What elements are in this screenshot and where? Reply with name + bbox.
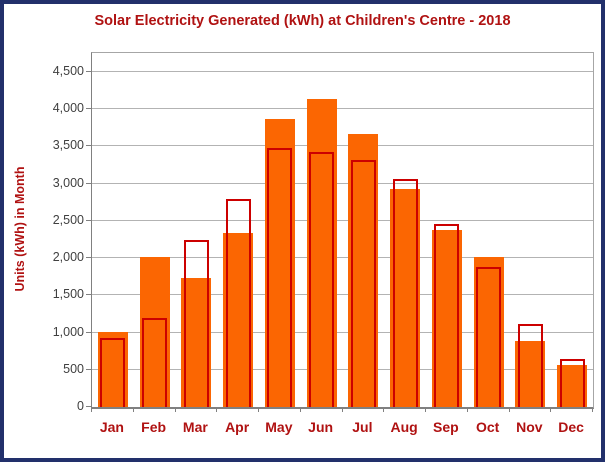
y-tick-label-3500: 3,500: [52, 138, 84, 153]
bar-solid-apr: [223, 233, 254, 407]
y-tick-label-4500: 4,500: [52, 63, 84, 78]
x-tick-mark-11: [550, 407, 552, 412]
x-tick-mark-0: [91, 407, 92, 412]
bar-outline-jul: [350, 160, 376, 407]
y-tick-mark-3500: [86, 145, 91, 147]
x-tick-mark-4: [258, 407, 259, 412]
y-tick-label-2000: 2,000: [52, 250, 84, 264]
bar-outline-jun: [309, 152, 335, 407]
y-tick-label-4000: 4,000: [52, 101, 84, 115]
y-tick-label-3000: 3,000: [52, 175, 84, 190]
x-tick-label-apr: Apr: [225, 419, 250, 435]
bar-outline-dec: [559, 359, 585, 407]
y-axis-title: Units (kWh) in Month: [13, 166, 27, 292]
bar-solid-jan: [97, 332, 128, 407]
x-tick-mark-6: [341, 407, 343, 412]
bar-outline-nov: [517, 324, 543, 407]
y-tick-mark-0: [86, 406, 91, 407]
bar-outline-mar: [183, 240, 209, 407]
bar-outline-feb: [142, 318, 168, 407]
bar-outline-apr: [225, 199, 251, 407]
x-tick-mark-8: [425, 407, 426, 412]
y-tick-label-500: 500: [63, 361, 84, 376]
y-tick-mark-2500: [86, 219, 91, 221]
x-tick-mark-10: [508, 407, 510, 412]
y-tick-mark-1500: [86, 294, 91, 296]
bar-solid-sep: [431, 230, 462, 407]
bar-solid-nov: [515, 341, 546, 407]
bar-solid-oct: [473, 257, 504, 407]
chart-title: Solar Electricity Generated (kWh) at Chi…: [94, 13, 511, 29]
x-tick-mark-3: [216, 407, 218, 412]
gridline-3000: [92, 182, 593, 184]
gridline-1000: [92, 331, 593, 333]
x-tick-mark-5: [299, 407, 301, 412]
x-tick-mark-2: [174, 407, 176, 412]
y-tick-mark-4500: [86, 70, 91, 72]
y-tick-mark-1000: [86, 331, 91, 333]
gridline-500: [92, 368, 593, 370]
x-tick-label-may: May: [265, 419, 293, 435]
x-tick-label-oct: Oct: [475, 419, 500, 435]
y-tick-label-0: 0: [77, 399, 84, 413]
bar-outline-sep: [434, 224, 460, 407]
x-tick-mark-12: [592, 407, 593, 412]
y-tick-mark-3000: [86, 182, 91, 184]
gridline-2000: [92, 257, 593, 258]
x-tick-label-jul: Jul: [352, 419, 373, 435]
y-tick-label-1500: 1,500: [52, 287, 84, 302]
bar-outline-may: [267, 148, 293, 407]
x-tick-label-sep: Sep: [433, 419, 459, 435]
bar-outline-jan: [100, 338, 126, 407]
y-tick-mark-4000: [86, 108, 91, 109]
bar-solid-feb: [139, 257, 170, 407]
plot-area: [91, 52, 594, 409]
x-tick-label-aug: Aug: [390, 419, 418, 435]
gridline-1500: [92, 294, 593, 296]
bar-outline-aug: [392, 179, 418, 407]
x-tick-mark-9: [466, 407, 468, 412]
x-tick-label-jan: Jan: [99, 419, 124, 435]
bar-outline-oct: [476, 267, 502, 407]
y-tick-mark-500: [86, 368, 91, 370]
y-tick-mark-2000: [86, 257, 91, 258]
y-tick-label-1000: 1,000: [52, 324, 84, 339]
x-tick-mark-7: [383, 407, 385, 412]
bar-solid-may: [264, 119, 295, 407]
bar-solid-dec: [557, 365, 588, 407]
gridline-2500: [92, 219, 593, 221]
bar-solid-jul: [348, 134, 379, 407]
x-tick-label-feb: Feb: [141, 419, 167, 435]
bar-solid-jun: [306, 99, 337, 407]
y-tick-label-2500: 2,500: [52, 212, 84, 227]
x-tick-mark-1: [132, 407, 134, 412]
x-tick-label-jun: Jun: [308, 419, 334, 435]
gridline-3500: [92, 145, 593, 147]
gridline-4500: [92, 70, 593, 72]
x-tick-label-mar: Mar: [182, 419, 208, 435]
x-tick-label-dec: Dec: [558, 419, 584, 435]
bar-solid-aug: [390, 189, 421, 407]
bar-solid-mar: [181, 278, 212, 407]
x-tick-label-nov: Nov: [516, 419, 543, 435]
gridline-4000: [92, 108, 593, 109]
